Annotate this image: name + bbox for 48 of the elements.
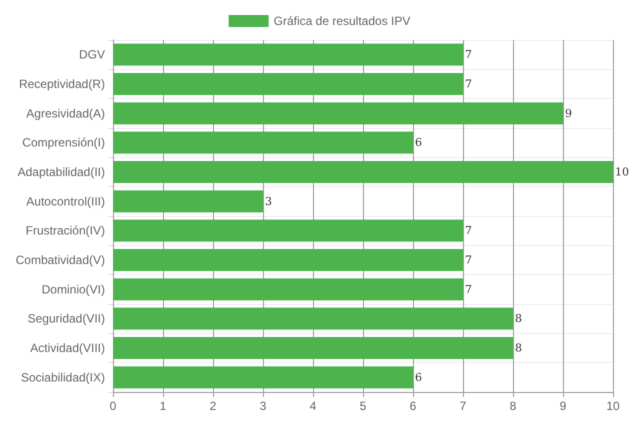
- x-tick-label: 2: [210, 399, 217, 413]
- x-tick-label: 8: [510, 399, 517, 413]
- bar: [113, 44, 463, 66]
- y-tick-label: Frustración(IV): [26, 224, 105, 238]
- data-label: 7: [465, 254, 472, 266]
- data-label: 6: [415, 370, 422, 384]
- x-tick-label: 5: [360, 399, 367, 413]
- data-label: 10: [615, 166, 629, 178]
- data-label: 8: [515, 342, 522, 354]
- x-tick-label: 4: [310, 399, 317, 413]
- data-label: 6: [415, 136, 422, 150]
- x-tick-label: 7: [460, 399, 467, 413]
- x-tick-label: 0: [110, 399, 117, 413]
- y-tick-label: Comprensión(I): [22, 136, 105, 150]
- bar: [113, 102, 563, 124]
- bar: [113, 73, 463, 95]
- bar: [113, 337, 513, 359]
- bar: [113, 278, 463, 300]
- bar: [113, 249, 463, 271]
- y-tick-label: Autocontrol(III): [26, 194, 105, 208]
- data-label: 8: [515, 312, 522, 326]
- data-label: 7: [465, 48, 472, 62]
- y-tick-label: Dominio(VI): [42, 282, 105, 296]
- x-tick-label: 10: [606, 399, 620, 413]
- y-tick-label: DGV: [78, 48, 105, 62]
- y-tick-label: Actividad(VIII): [30, 341, 105, 355]
- bar: [113, 220, 463, 242]
- bar: [113, 161, 613, 183]
- y-tick-label: Sociabilidad(IX): [20, 370, 105, 384]
- bar: [113, 308, 513, 330]
- bar: [113, 132, 413, 154]
- data-label: 9: [565, 106, 572, 120]
- x-tick-label: 1: [160, 399, 167, 413]
- data-label: 7: [465, 282, 472, 296]
- x-tick-label: 6: [410, 399, 417, 413]
- data-label: 7: [465, 78, 472, 90]
- y-tick-label: Seguridad(VII): [28, 312, 105, 326]
- y-tick-label: Adaptabilidad(II): [18, 165, 105, 179]
- data-label: 7: [465, 224, 472, 238]
- y-tick-label: Agresividad(A): [26, 106, 105, 120]
- bar: [113, 366, 413, 388]
- y-tick-label: Combatividad(V): [16, 253, 105, 267]
- data-label: 3: [265, 194, 272, 208]
- bar: [113, 190, 263, 212]
- x-tick-label: 9: [560, 399, 567, 413]
- x-tick-label: 3: [260, 399, 267, 413]
- legend-label: Gráfica de resultados IPV: [274, 14, 410, 28]
- y-tick-label: Receptividad(R): [18, 77, 105, 91]
